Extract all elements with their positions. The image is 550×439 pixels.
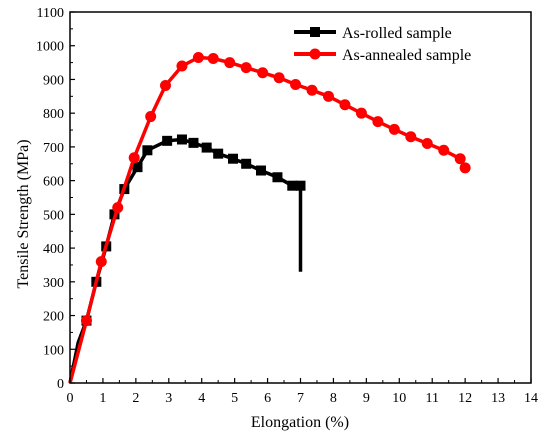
x-tick-label: 3: [165, 391, 172, 406]
data-point: [201, 142, 212, 153]
x-tick-label: 0: [67, 391, 74, 406]
data-point: [176, 60, 188, 72]
legend-label-as-annealed: As-annealed sample: [342, 47, 471, 64]
axis-ticks: 0 1 2 3 4 5 6 7 8 9 10 11 12 13 1401002003004005006007…: [36, 6, 538, 406]
plot-frame: [69, 11, 532, 384]
data-point: [162, 135, 173, 146]
data-point: [241, 158, 252, 169]
data-point: [176, 134, 187, 145]
data-point: [80, 315, 92, 327]
y-tick-label: 600: [43, 175, 64, 190]
data-point: [112, 202, 124, 214]
data-point: [188, 137, 199, 148]
data-point: [224, 57, 236, 69]
data-point: [306, 84, 318, 96]
data-point: [273, 72, 285, 84]
data-point: [240, 62, 252, 74]
data-point: [454, 153, 466, 165]
y-tick-label: 800: [43, 107, 64, 122]
x-tick-label: 1: [99, 391, 106, 406]
data-point: [290, 79, 302, 91]
y-tick-label: 400: [43, 242, 64, 257]
data-point: [355, 107, 367, 119]
data-point: [257, 67, 269, 79]
data-point: [272, 172, 283, 183]
legend-marker-as-annealed: [309, 48, 321, 60]
x-tick-label: 4: [198, 391, 205, 406]
y-tick-label: 0: [57, 377, 64, 392]
x-tick-label: 5: [231, 391, 238, 406]
y-tick-label: 500: [43, 208, 64, 223]
data-point: [213, 148, 224, 159]
x-tick-label: 6: [264, 391, 271, 406]
data-point: [322, 90, 334, 102]
y-tick-label: 100: [43, 343, 64, 358]
data-point: [255, 165, 266, 176]
y-tick-label: 1100: [37, 6, 64, 21]
y-tick-label: 200: [43, 310, 64, 325]
data-point: [372, 116, 384, 128]
series-line: [68, 55, 467, 384]
data-point: [295, 180, 306, 191]
data-point: [159, 80, 171, 92]
legend-label-as-rolled: As-rolled sample: [342, 25, 452, 42]
data-point: [95, 256, 107, 268]
data-point: [388, 123, 400, 135]
data-point: [132, 162, 143, 173]
data-point: [405, 131, 417, 143]
x-tick-label: 13: [491, 391, 505, 406]
x-tick-label: 2: [132, 391, 139, 406]
x-tick-label: 14: [524, 391, 538, 406]
x-tick-label: 12: [458, 391, 472, 406]
legend-marker-as-rolled: [310, 27, 320, 37]
x-tick-label: 7: [297, 391, 304, 406]
x-tick-label: 11: [425, 391, 438, 406]
series-as-annealed: [68, 52, 471, 384]
data-point: [128, 152, 140, 164]
y-tick-label: 900: [43, 73, 64, 88]
data-point: [207, 53, 219, 65]
x-axis-title: Elongation (%): [251, 414, 349, 431]
data-point: [227, 153, 238, 164]
y-axis-title: Tensile Strength (MPa): [15, 139, 32, 288]
y-tick-label: 1000: [36, 40, 64, 55]
y-tick-label: 700: [43, 141, 64, 156]
x-tick-label: 9: [363, 391, 370, 406]
legend: As-rolled sample As-annealed sample: [294, 25, 471, 64]
data-point: [438, 144, 450, 156]
data-point: [287, 180, 298, 191]
data-point: [142, 145, 153, 156]
data-point: [459, 162, 471, 174]
x-tick-label: 10: [392, 391, 406, 406]
x-tick-label: 8: [330, 391, 337, 406]
y-tick-label: 300: [43, 276, 64, 291]
data-point: [145, 111, 157, 123]
data-point: [192, 52, 204, 64]
data-point: [421, 138, 433, 150]
data-point: [339, 99, 351, 111]
series-layer: [68, 52, 471, 384]
